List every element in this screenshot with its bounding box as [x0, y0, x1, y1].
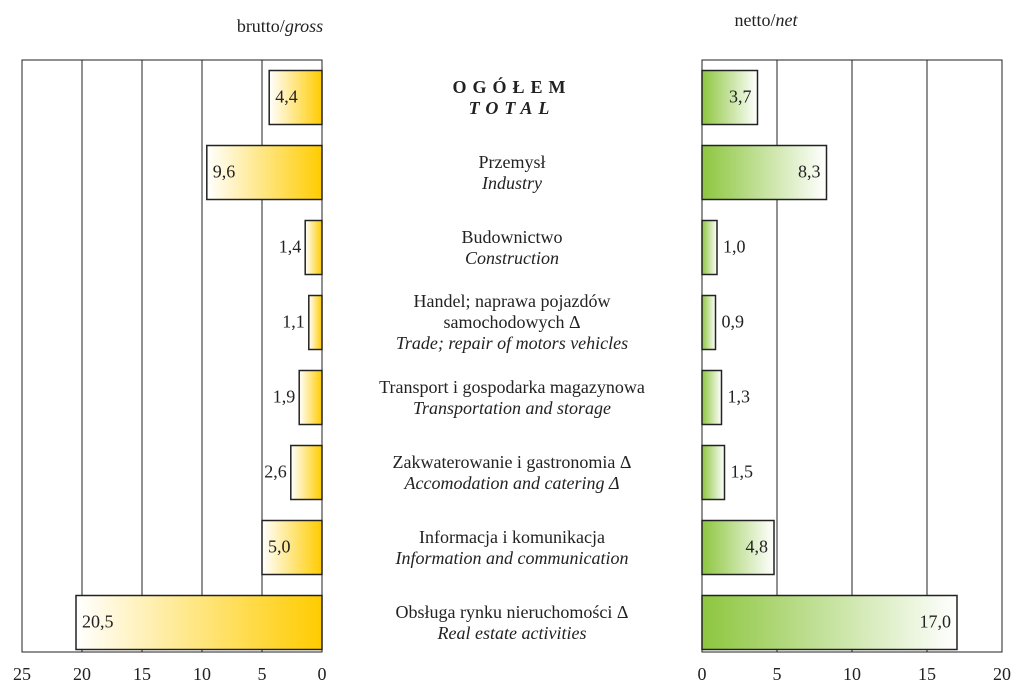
value-label: 1,1 [282, 312, 305, 332]
category-label: Handel; naprawa pojazdów samochodowych Δ… [332, 285, 692, 360]
x-tick-label: 20 [73, 664, 91, 684]
bar [206, 144, 323, 201]
bar [261, 519, 323, 576]
x-tick-label: 0 [698, 664, 707, 684]
category-en: Accomodation and catering Δ [404, 472, 620, 493]
category-wrap: Przemysł Industry [332, 135, 692, 210]
value-label: 5,0 [268, 537, 291, 557]
bar [298, 369, 323, 426]
value-label: 17,0 [920, 612, 952, 632]
bar [701, 144, 828, 201]
x-tick-label: 0 [318, 664, 327, 684]
x-tick-label: 5 [258, 664, 267, 684]
value-label: 1,3 [728, 387, 751, 407]
x-tick-label: 20 [993, 664, 1011, 684]
value-label: 4,8 [746, 537, 769, 557]
category-wrap: Zakwaterowanie i gastronomia Δ Accomodati… [332, 435, 692, 510]
value-label: 0,9 [722, 312, 745, 332]
bar [701, 219, 718, 276]
category-label: Zakwaterowanie i gastronomia ΔAccomodati… [332, 435, 692, 510]
category-wrap: Handel; naprawa pojazdów samochodowych Δ… [332, 285, 692, 360]
bar [701, 69, 759, 126]
category-en: TOTAL [468, 97, 556, 118]
category-en: Industry [482, 172, 542, 193]
category-pl: Obsługa rynku nieruchomości Δ [395, 601, 629, 622]
value-label: 1,4 [279, 237, 302, 257]
bar [701, 294, 717, 351]
bar [701, 594, 958, 651]
x-tick-label: 10 [843, 664, 861, 684]
category-wrap: Budownictwo Construction [332, 210, 692, 285]
value-label: 9,6 [213, 162, 236, 182]
bar [701, 519, 775, 576]
category-pl: Budownictwo [461, 226, 563, 247]
category-pl: Transport i gospodarka magazynowa [379, 376, 645, 397]
value-label: 1,5 [731, 462, 754, 482]
x-tick-label: 25 [13, 664, 31, 684]
category-wrap: OGÓŁEM TOTAL [332, 60, 692, 135]
bar [75, 594, 323, 651]
bar [308, 294, 323, 351]
value-label: 4,4 [275, 87, 298, 107]
value-label: 2,6 [264, 462, 287, 482]
category-wrap: Transport i gospodarka magazynowa Transpo… [332, 360, 692, 435]
category-pl: Informacja i komunikacja [419, 526, 605, 547]
title-text: netto/ [735, 10, 776, 30]
x-tick-label: 15 [133, 664, 151, 684]
bar [701, 369, 723, 426]
category-wrap: Informacja i komunikacja Information and … [332, 510, 692, 585]
category-wrap: Obsługa rynku nieruchomości Δ Real estate… [332, 585, 692, 660]
x-tick-label: 10 [193, 664, 211, 684]
bar [268, 69, 323, 126]
title-text: brutto/ [237, 16, 285, 36]
x-tick-label: 15 [918, 664, 936, 684]
category-pl: Przemysł [478, 151, 546, 172]
value-label: 1,9 [273, 387, 296, 407]
value-label: 8,3 [798, 162, 821, 182]
category-label: Transport i gospodarka magazynowaTranspo… [332, 360, 692, 435]
value-label: 20,5 [82, 612, 114, 632]
bar [304, 219, 323, 276]
value-label: 1,0 [723, 237, 746, 257]
category-pl: OGÓŁEM [452, 76, 572, 97]
category-en: Transportation and storage [412, 397, 612, 418]
category-en: Construction [464, 247, 559, 268]
x-tick-label: 5 [773, 664, 782, 684]
title-italic: net [776, 10, 799, 30]
category-en: Trade; repair of motors vehicles [395, 333, 629, 353]
category-pl: Zakwaterowanie i gastronomia Δ [392, 451, 632, 472]
bar [701, 444, 726, 501]
category-en: Information and communication [395, 547, 629, 568]
axis-title: netto/net [735, 10, 799, 30]
category-en: Real estate activities [437, 622, 587, 643]
title-italic: gross [285, 16, 323, 36]
category-pl: Handel; naprawa pojazdów samochodowych Δ [413, 291, 611, 332]
bar [290, 444, 323, 501]
axis-title: brutto/gross [237, 16, 323, 36]
value-label: 3,7 [729, 87, 752, 107]
